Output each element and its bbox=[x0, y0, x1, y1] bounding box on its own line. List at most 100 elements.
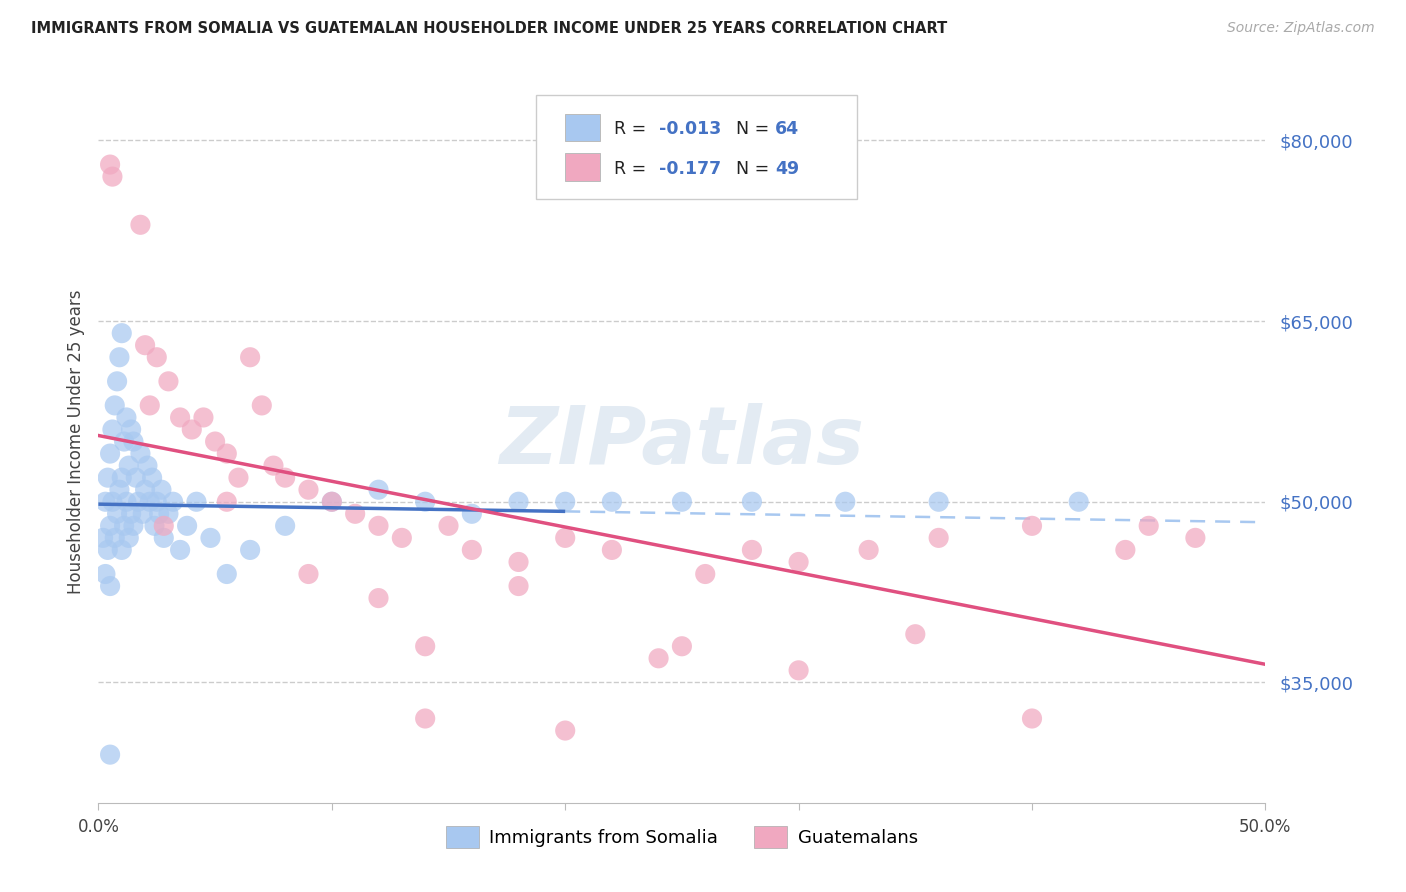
Text: ZIPatlas: ZIPatlas bbox=[499, 402, 865, 481]
Point bbox=[152, 519, 174, 533]
Point bbox=[91, 531, 114, 545]
Text: R =: R = bbox=[614, 160, 652, 178]
Point bbox=[148, 507, 170, 521]
Point bbox=[834, 494, 856, 508]
Point bbox=[741, 494, 763, 508]
Point bbox=[695, 567, 717, 582]
Point bbox=[367, 519, 389, 533]
Point bbox=[413, 712, 436, 726]
Point bbox=[204, 434, 226, 449]
Point bbox=[112, 519, 135, 533]
Point bbox=[176, 519, 198, 533]
Point bbox=[858, 542, 880, 557]
Point bbox=[321, 494, 343, 508]
Point bbox=[215, 446, 238, 460]
Point bbox=[134, 483, 156, 497]
Point bbox=[112, 434, 135, 449]
Point bbox=[169, 542, 191, 557]
Point bbox=[1114, 542, 1136, 557]
Point bbox=[367, 483, 389, 497]
Point bbox=[508, 555, 530, 569]
Point bbox=[136, 458, 159, 473]
Point bbox=[157, 375, 180, 389]
Point bbox=[554, 723, 576, 738]
Point bbox=[118, 458, 141, 473]
Point bbox=[146, 350, 169, 364]
Text: -0.013: -0.013 bbox=[658, 120, 721, 138]
Point bbox=[115, 494, 138, 508]
Point bbox=[461, 542, 484, 557]
Y-axis label: Householder Income Under 25 years: Householder Income Under 25 years bbox=[66, 289, 84, 594]
Point bbox=[321, 494, 343, 508]
Point bbox=[297, 567, 319, 582]
Point bbox=[904, 627, 927, 641]
Point bbox=[98, 579, 121, 593]
Point bbox=[1067, 494, 1090, 508]
Point bbox=[180, 423, 202, 437]
Point bbox=[101, 423, 124, 437]
Point bbox=[413, 494, 436, 508]
Text: 64: 64 bbox=[775, 120, 800, 138]
Point bbox=[928, 494, 950, 508]
Point bbox=[600, 542, 623, 557]
Point bbox=[461, 507, 484, 521]
Point bbox=[508, 579, 530, 593]
Text: 49: 49 bbox=[775, 160, 800, 178]
Point bbox=[139, 398, 162, 412]
Text: N =: N = bbox=[725, 120, 775, 138]
Point bbox=[146, 494, 169, 508]
Point bbox=[120, 507, 142, 521]
Point bbox=[200, 531, 222, 545]
Point bbox=[1021, 712, 1043, 726]
Point bbox=[157, 507, 180, 521]
Point bbox=[274, 519, 297, 533]
Point bbox=[143, 519, 166, 533]
Point bbox=[215, 494, 238, 508]
Point bbox=[413, 639, 436, 653]
Point bbox=[437, 519, 460, 533]
Point bbox=[215, 567, 238, 582]
Point bbox=[262, 458, 284, 473]
Point bbox=[787, 555, 810, 569]
Point bbox=[228, 471, 250, 485]
Point bbox=[125, 471, 148, 485]
Point bbox=[122, 519, 145, 533]
Point bbox=[787, 664, 810, 678]
Point bbox=[122, 434, 145, 449]
FancyBboxPatch shape bbox=[565, 153, 600, 181]
Point bbox=[118, 531, 141, 545]
Point bbox=[141, 471, 163, 485]
Text: IMMIGRANTS FROM SOMALIA VS GUATEMALAN HOUSEHOLDER INCOME UNDER 25 YEARS CORRELAT: IMMIGRANTS FROM SOMALIA VS GUATEMALAN HO… bbox=[31, 21, 948, 37]
Point bbox=[104, 398, 127, 412]
Point bbox=[129, 446, 152, 460]
Point bbox=[250, 398, 273, 412]
Point bbox=[98, 157, 121, 171]
Legend: Immigrants from Somalia, Guatemalans: Immigrants from Somalia, Guatemalans bbox=[439, 819, 925, 855]
Point bbox=[1184, 531, 1206, 545]
Point bbox=[115, 410, 138, 425]
Point bbox=[101, 169, 124, 184]
Point bbox=[193, 410, 215, 425]
Point bbox=[647, 651, 669, 665]
FancyBboxPatch shape bbox=[536, 95, 858, 200]
Point bbox=[132, 507, 155, 521]
Point bbox=[162, 494, 184, 508]
Text: -0.177: -0.177 bbox=[658, 160, 721, 178]
Point bbox=[98, 519, 121, 533]
Point bbox=[104, 531, 127, 545]
Point bbox=[554, 494, 576, 508]
Point bbox=[239, 542, 262, 557]
Point bbox=[239, 350, 262, 364]
Point bbox=[554, 531, 576, 545]
Point bbox=[97, 542, 120, 557]
Point bbox=[600, 494, 623, 508]
Point bbox=[671, 494, 693, 508]
Point bbox=[508, 494, 530, 508]
Text: N =: N = bbox=[725, 160, 775, 178]
Point bbox=[741, 542, 763, 557]
Point bbox=[391, 531, 413, 545]
Point bbox=[94, 567, 117, 582]
Text: Source: ZipAtlas.com: Source: ZipAtlas.com bbox=[1227, 21, 1375, 36]
Point bbox=[129, 218, 152, 232]
FancyBboxPatch shape bbox=[565, 113, 600, 141]
